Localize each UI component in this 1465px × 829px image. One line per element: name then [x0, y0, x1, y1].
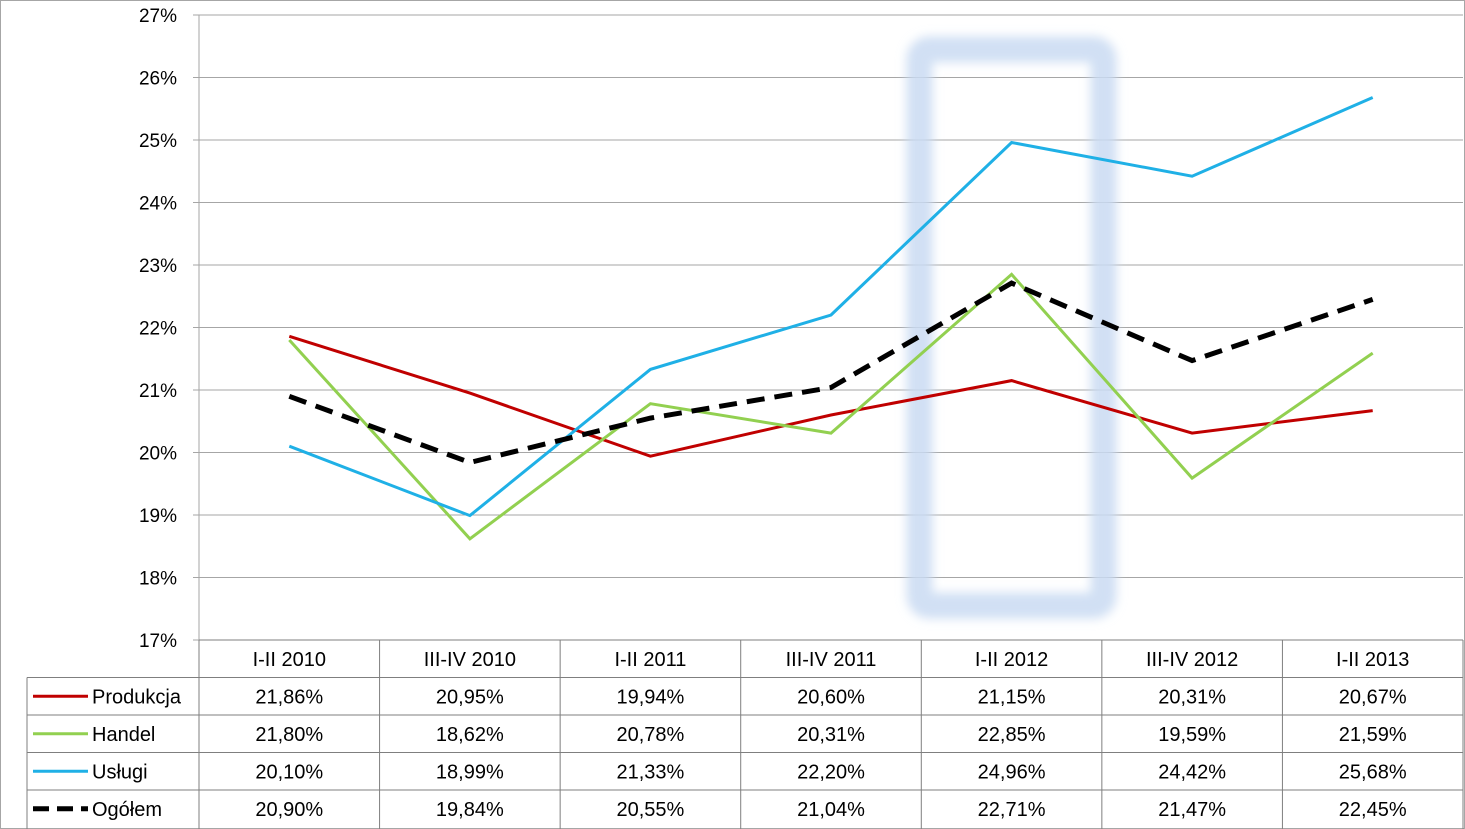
y-tick-label: 27% [139, 6, 177, 27]
x-category-label: I-II 2012 [975, 649, 1048, 671]
data-table-value: 21,80% [255, 724, 323, 746]
data-table: I-II 2010 III-IV 2010 I-II 2011 III-IV 2011… [26, 639, 1464, 829]
y-tick-label: 18% [139, 569, 177, 590]
legend-series-name: Usługi [92, 761, 148, 783]
data-table-value: 20,95% [436, 686, 504, 708]
y-tick-label: 24% [139, 194, 177, 215]
data-table-value: 22,71% [978, 799, 1046, 821]
y-tick-label: 20% [139, 444, 177, 465]
data-table-value: 22,85% [978, 724, 1046, 746]
y-tick-label: 25% [139, 131, 177, 152]
x-category-label: III-IV 2011 [786, 649, 877, 671]
data-table-value: 21,04% [797, 799, 865, 821]
x-category-label: I-II 2011 [614, 649, 686, 671]
data-table-value: 18,99% [436, 761, 504, 783]
data-table-value: 25,68% [1339, 761, 1407, 783]
x-category-label: I-II 2013 [1336, 649, 1409, 671]
y-tick-label: 21% [139, 381, 177, 402]
data-table-value: 21,33% [617, 761, 685, 783]
data-table-value: 20,78% [617, 724, 685, 746]
x-category-label: III-IV 2010 [424, 649, 516, 671]
x-category-label: I-II 2010 [253, 649, 326, 671]
legend-series-name: Handel [92, 724, 155, 746]
y-tick-label: 17% [139, 631, 177, 652]
y-tick-label: 23% [139, 256, 177, 277]
highlight-rectangle [906, 36, 1117, 619]
y-tick-label: 26% [139, 69, 177, 90]
data-table-value: 20,31% [797, 724, 865, 746]
y-tick-label: 22% [139, 319, 177, 340]
data-table-value: 22,45% [1339, 799, 1407, 821]
data-table-value: 24,96% [978, 761, 1046, 783]
data-table-value: 18,62% [436, 724, 504, 746]
x-category-label: III-IV 2012 [1146, 649, 1238, 671]
data-table-value: 20,90% [255, 799, 323, 821]
y-axis-tick-labels: 17% 18% 19% 20% 21% 22% 23% 24% 25% 26% 27% [139, 6, 177, 652]
data-table-value: 19,94% [617, 686, 685, 708]
data-table-value: 21,59% [1339, 724, 1407, 746]
data-table-value: 20,60% [797, 686, 865, 708]
data-table-value: 21,15% [978, 686, 1046, 708]
data-table-value: 19,59% [1158, 724, 1226, 746]
data-table-value: 21,47% [1158, 799, 1226, 821]
data-table-value: 24,42% [1158, 761, 1226, 783]
data-table-value: 20,10% [255, 761, 323, 783]
data-table-value: 20,67% [1339, 686, 1407, 708]
data-table-value: 19,84% [436, 799, 504, 821]
legend-series-name: Ogółem [92, 799, 162, 821]
data-table-value: 21,86% [255, 686, 323, 708]
legend-series-name: Produkcja [92, 686, 182, 708]
highlight-box [906, 36, 1117, 619]
data-table-value: 20,31% [1158, 686, 1226, 708]
series-lines [288, 96, 1374, 541]
data-table-value: 22,20% [797, 761, 865, 783]
y-tick-label: 19% [139, 506, 177, 527]
data-table-value: 20,55% [617, 799, 685, 821]
